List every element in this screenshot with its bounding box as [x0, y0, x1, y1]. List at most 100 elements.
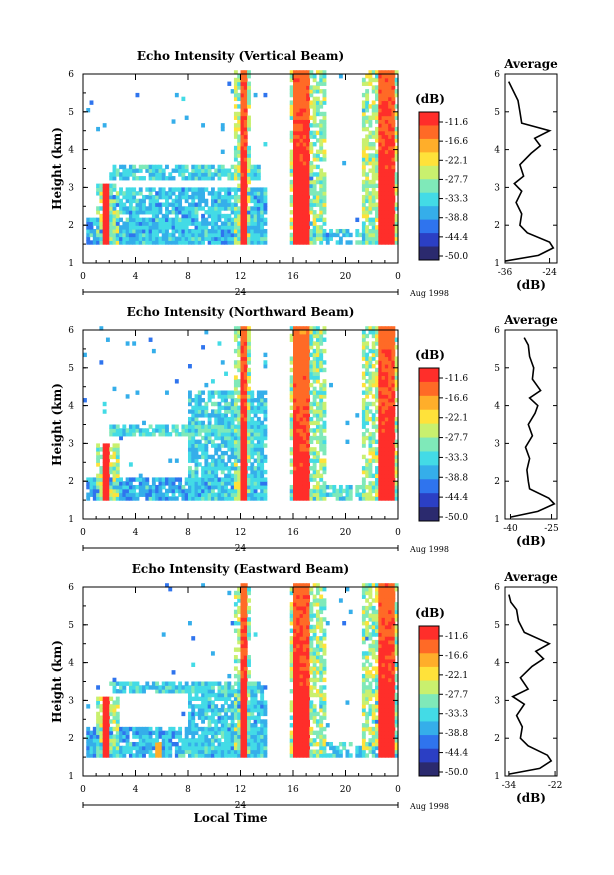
heatmap-cell — [191, 477, 196, 482]
heatmap-cell — [256, 401, 261, 407]
heatmap-cell — [194, 424, 199, 429]
heatmap-cell — [388, 126, 393, 132]
heatmap-cell — [263, 424, 268, 429]
heatmap-cell — [263, 738, 268, 743]
heatmap-cell — [247, 89, 251, 94]
heatmap-cell — [365, 213, 370, 219]
heatmap-cell — [109, 466, 114, 471]
heatmap-cell — [230, 443, 235, 448]
heatmap-cell — [148, 741, 153, 747]
heatmap-cell — [302, 236, 307, 241]
heatmap-cell — [293, 390, 297, 395]
heatmap-cell — [233, 673, 238, 679]
heatmap-cell — [204, 726, 209, 732]
heatmap-cell — [299, 462, 304, 467]
heatmap-cell — [86, 741, 91, 747]
heatmap-cell — [125, 217, 130, 223]
heatmap-cell — [214, 420, 219, 426]
heatmap-cell — [312, 484, 317, 490]
heatmap-cell — [155, 206, 160, 211]
heatmap-cell — [256, 745, 261, 751]
average-frame — [504, 329, 558, 520]
heatmap-cell — [302, 119, 307, 124]
avg-x-label: -24 — [542, 268, 557, 278]
heatmap-cell — [243, 594, 248, 599]
heatmap-cell — [378, 405, 383, 410]
heatmap-cell — [184, 221, 189, 226]
heatmap-cell — [391, 149, 396, 154]
heatmap-cell — [384, 179, 389, 185]
y-tick-label: 3 — [68, 439, 74, 449]
heatmap-cell — [302, 221, 307, 226]
heatmap-cell — [201, 753, 206, 758]
heatmap-cell — [296, 450, 301, 456]
heatmap-cell — [391, 240, 396, 245]
heatmap-cell — [207, 240, 212, 245]
heatmap-cell — [296, 364, 301, 369]
heatmap-cell — [240, 670, 245, 675]
heatmap-cell — [368, 348, 373, 354]
heatmap-cell — [204, 473, 209, 479]
heatmap-cell — [299, 469, 304, 475]
heatmap-cell — [161, 213, 166, 219]
heatmap-cell — [214, 745, 219, 751]
heatmap-cell — [227, 401, 232, 407]
heatmap-cell — [391, 352, 396, 358]
heatmap-cell — [220, 741, 225, 747]
heatmap-cell — [240, 198, 245, 204]
heatmap-cell — [312, 142, 317, 147]
heatmap-cell — [394, 443, 399, 448]
heatmap-cell — [388, 194, 393, 200]
heatmap-cell — [365, 176, 370, 181]
heatmap-cell — [260, 401, 265, 407]
heatmap-cell — [243, 651, 248, 656]
heatmap-cell — [191, 734, 196, 739]
heatmap-cell — [378, 382, 383, 388]
heatmap-cell — [296, 168, 301, 173]
heatmap-cell — [115, 228, 120, 234]
heatmap-cell — [233, 432, 238, 437]
x-tick-label: 0 — [80, 528, 86, 538]
heatmap-cell — [368, 160, 373, 166]
heatmap-cell — [102, 187, 107, 192]
heatmap-cell — [384, 356, 389, 361]
heatmap-cell — [230, 176, 235, 181]
heatmap-cell — [302, 458, 307, 463]
heatmap-cell — [299, 191, 304, 196]
heatmap-cell — [174, 164, 179, 170]
heatmap-cell — [125, 734, 130, 739]
heatmap-cell — [365, 341, 370, 346]
heatmap-cell — [375, 379, 379, 384]
heatmap-cell — [191, 481, 196, 486]
heatmap-cell — [243, 677, 248, 683]
heatmap-cell — [191, 213, 196, 219]
heatmap-cell — [240, 210, 245, 215]
heatmap-cell — [388, 348, 393, 354]
heatmap-cell — [204, 689, 209, 694]
heatmap-cell — [378, 488, 383, 494]
heatmap-cell — [214, 719, 219, 724]
heatmap-cell — [240, 723, 245, 728]
heatmap-cell — [375, 138, 379, 143]
heatmap-cell — [171, 477, 176, 482]
heatmap-cell — [247, 379, 251, 384]
heatmap-cell — [237, 413, 242, 418]
heatmap-cell — [240, 484, 245, 490]
heatmap-cell — [155, 164, 160, 170]
heatmap-cell — [210, 240, 215, 245]
heatmap-cell — [102, 447, 107, 452]
heatmap-cell — [207, 700, 212, 705]
heatmap-cell — [191, 217, 196, 223]
heatmap-cell — [394, 157, 399, 162]
heatmap-cell — [296, 326, 301, 331]
heatmap-cell — [256, 217, 261, 223]
heatmap-cell — [210, 428, 215, 433]
heatmap-cell — [361, 420, 366, 426]
heatmap-cell — [145, 236, 150, 241]
heatmap-cell — [381, 345, 386, 350]
heatmap-cell — [309, 371, 314, 376]
heatmap-cell — [207, 473, 212, 479]
heatmap-cell — [119, 477, 123, 482]
heatmap-cell — [293, 145, 297, 151]
heatmap-cell — [306, 435, 311, 441]
